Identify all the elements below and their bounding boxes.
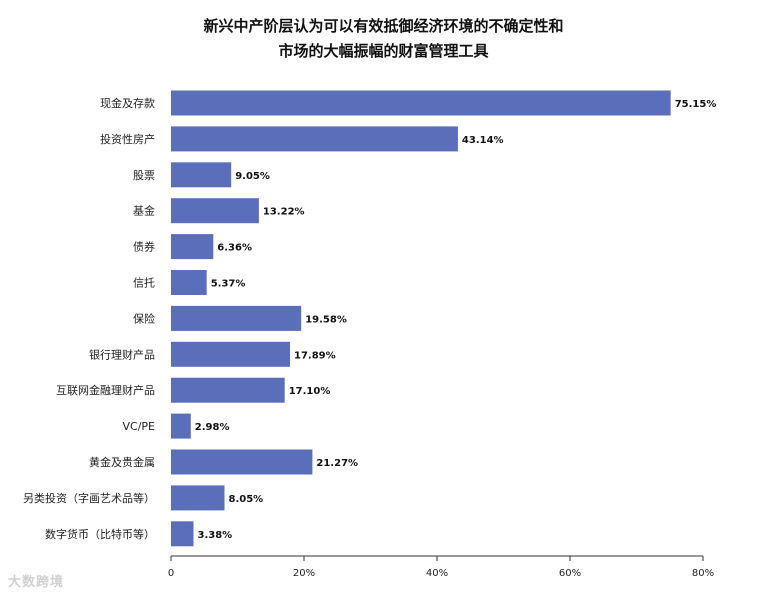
category-label-10: VC/PE: [123, 420, 156, 433]
category-label-9: 互联网金融理财产品: [56, 383, 155, 397]
bar-3: [171, 162, 232, 188]
data-label-9: 17.10%: [289, 386, 331, 397]
x-tick-label-4: 60%: [559, 568, 581, 579]
category-label-3: 股票: [133, 169, 155, 182]
bar-1: [171, 90, 671, 116]
watermark-text: 大数跨境: [8, 575, 65, 590]
x-tick-label-3: 40%: [426, 568, 448, 579]
watermark-logo: 大数跨境: [8, 571, 64, 590]
data-label-12: 8.05%: [229, 494, 264, 505]
bar-11: [171, 449, 313, 475]
data-label-10: 2.98%: [195, 422, 230, 433]
data-label-6: 5.37%: [211, 279, 246, 290]
category-label-12: 另类投资（字画艺术品等）: [23, 491, 155, 505]
bar-4: [171, 198, 259, 224]
data-label-8: 17.89%: [294, 350, 336, 361]
x-tick-label-1: 0: [168, 568, 174, 579]
chart-title-line-2: 市场的大幅振幅的财富管理工具: [278, 42, 489, 60]
data-label-1: 75.15%: [675, 99, 717, 110]
bar-10: [171, 413, 191, 439]
bar-5: [171, 234, 214, 260]
bar-9: [171, 377, 285, 403]
bar-2: [171, 126, 458, 152]
bar-7: [171, 305, 302, 331]
bar-8: [171, 341, 290, 367]
data-label-2: 43.14%: [462, 135, 504, 146]
category-label-8: 银行理财产品: [89, 347, 155, 361]
chart-title-line-1: 新兴中产阶层认为可以有效抵御经济环境的不确定性和: [203, 17, 564, 35]
bar-13: [171, 521, 194, 547]
data-label-4: 13.22%: [263, 207, 305, 218]
data-label-11: 21.27%: [316, 458, 358, 469]
bar-12: [171, 485, 225, 511]
category-label-2: 投资性房产: [100, 132, 155, 146]
category-label-4: 基金: [133, 204, 155, 218]
category-label-6: 信托: [133, 276, 155, 290]
category-label-5: 债券: [133, 240, 155, 254]
bar-6: [171, 270, 207, 295]
data-label-7: 19.58%: [305, 314, 347, 325]
category-label-13: 数字货币（比特币等）: [45, 527, 155, 541]
x-tick-label-2: 20%: [293, 568, 315, 579]
data-label-13: 3.38%: [198, 530, 233, 541]
chart-title: 新兴中产阶层认为可以有效抵御经济环境的不确定性和 市场的大幅振幅的财富管理工具: [0, 14, 767, 64]
data-label-5: 6.36%: [217, 243, 252, 254]
category-label-1: 现金及存款: [100, 96, 155, 110]
category-label-11: 黄金及贵金属: [89, 455, 155, 469]
data-label-3: 9.05%: [235, 171, 270, 182]
x-tick-label-5: 80%: [692, 568, 714, 579]
category-label-7: 保险: [133, 311, 155, 325]
